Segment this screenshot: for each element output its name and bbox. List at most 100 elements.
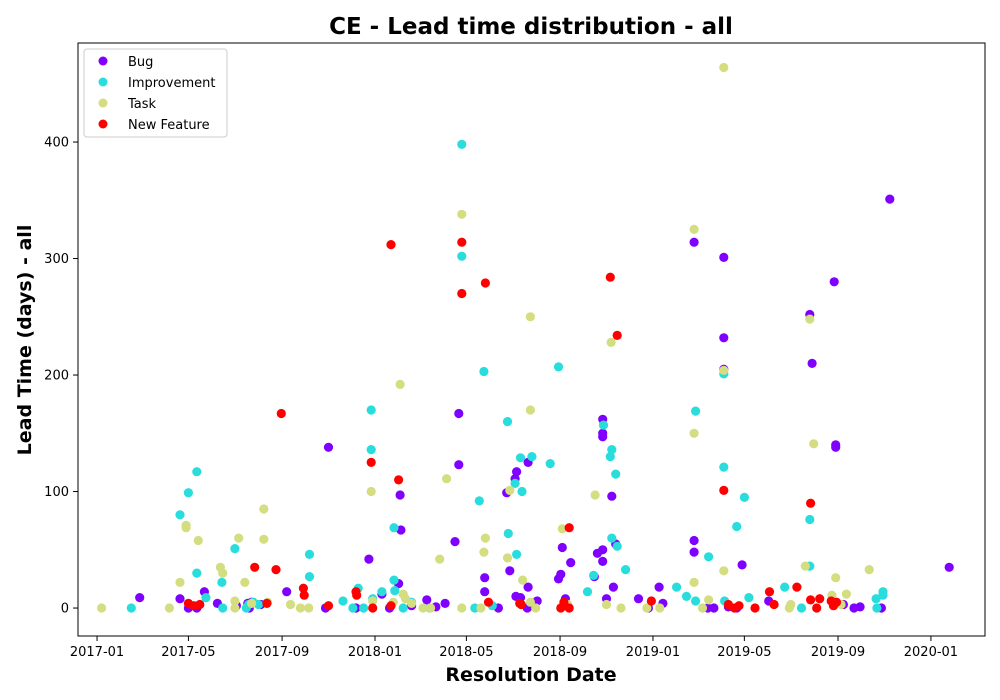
point-task [476, 603, 486, 613]
point-improvement [304, 572, 315, 582]
point-improvement [515, 453, 526, 463]
point-improvement [479, 366, 489, 377]
point-bug [480, 573, 490, 583]
point-new-feature [386, 601, 396, 611]
point-new-feature [483, 597, 494, 607]
point-improvement [366, 405, 376, 415]
point-bug [454, 408, 464, 419]
x-tick-label: 2017-09 [255, 645, 309, 660]
point-task [97, 603, 107, 613]
point-improvement [878, 590, 888, 600]
point-new-feature [646, 596, 657, 606]
point-task [704, 595, 714, 605]
point-improvement [366, 445, 376, 455]
point-improvement [607, 445, 617, 455]
point-bug [608, 582, 619, 592]
point-improvement [192, 568, 202, 578]
point-new-feature [366, 457, 376, 467]
point-new-feature [792, 582, 802, 592]
point-task [304, 603, 314, 613]
point-task [841, 589, 852, 599]
y-tick-label: 400 [44, 136, 69, 151]
legend-marker-bug [98, 56, 108, 66]
point-new-feature [812, 603, 822, 613]
x-tick-label: 2018-09 [533, 645, 587, 660]
point-bug [454, 460, 464, 470]
y-axis-label: Lead Time (days) - all [14, 225, 36, 456]
point-task [442, 474, 452, 484]
point-improvement [732, 521, 742, 532]
point-improvement [338, 596, 348, 606]
point-bug [719, 333, 729, 343]
point-improvement [796, 603, 807, 613]
point-task [435, 554, 445, 564]
point-improvement [582, 587, 593, 597]
point-task [800, 561, 810, 571]
point-task [181, 523, 191, 533]
legend-marker-improvement [98, 77, 108, 87]
x-tick-label: 2017-05 [161, 645, 215, 660]
point-task [218, 568, 228, 578]
point-new-feature [276, 408, 286, 419]
point-new-feature [480, 278, 490, 288]
point-task [831, 573, 841, 583]
point-task [230, 596, 240, 606]
point-new-feature [368, 603, 378, 613]
point-improvement [348, 603, 358, 613]
point-task [557, 524, 567, 534]
point-improvement [704, 552, 714, 562]
point-task [240, 577, 250, 588]
point-improvement [389, 575, 399, 585]
point-improvement [192, 467, 202, 477]
point-new-feature [457, 237, 467, 247]
point-improvement [126, 603, 136, 613]
legend: Bug Improvement Task New Feature [83, 48, 228, 138]
point-improvement [527, 452, 537, 462]
legend-marker-task [98, 98, 108, 108]
point-task [518, 575, 528, 585]
point-improvement [217, 577, 227, 588]
point-improvement [607, 533, 617, 543]
point-bug [855, 602, 865, 612]
point-bug [566, 558, 576, 568]
point-new-feature [831, 597, 842, 607]
point-task [295, 603, 305, 613]
point-bug [364, 554, 374, 564]
point-improvement [605, 452, 615, 462]
point-bug [505, 566, 515, 576]
point-new-feature [298, 583, 308, 593]
point-improvement [398, 603, 408, 613]
y-tick-label: 0 [61, 602, 69, 617]
x-tick-label: 2018-05 [439, 645, 493, 660]
point-improvement [377, 587, 387, 597]
point-task [502, 553, 513, 563]
point-improvement [805, 514, 815, 525]
point-task [601, 599, 612, 610]
point-improvement [589, 570, 599, 581]
x-tick-label: 2019-01 [626, 645, 680, 660]
point-improvement [511, 549, 522, 560]
point-bug [450, 537, 460, 547]
point-improvement [872, 603, 882, 613]
point-new-feature [457, 288, 467, 299]
point-improvement [611, 469, 621, 479]
point-task [525, 405, 536, 415]
point-bug [557, 542, 567, 553]
y-tick-label: 200 [44, 369, 69, 384]
point-bug [598, 556, 608, 567]
point-task [531, 603, 541, 613]
x-axis: 2017-01 2017-05 2017-09 2018-01 2018-05 2018-… [70, 636, 958, 660]
point-bug [654, 582, 664, 592]
point-improvement [612, 541, 622, 551]
point-task [864, 565, 874, 575]
point-improvement [691, 406, 701, 416]
point-new-feature [806, 498, 816, 508]
legend-marker-new-feature [98, 119, 108, 129]
x-tick-label: 2017-01 [70, 645, 124, 660]
point-task [642, 603, 652, 613]
point-task [655, 603, 665, 613]
point-improvement [545, 459, 555, 469]
point-improvement [871, 594, 881, 604]
chart-title: CE - Lead time distribution - all [329, 14, 733, 40]
point-task [175, 577, 185, 588]
